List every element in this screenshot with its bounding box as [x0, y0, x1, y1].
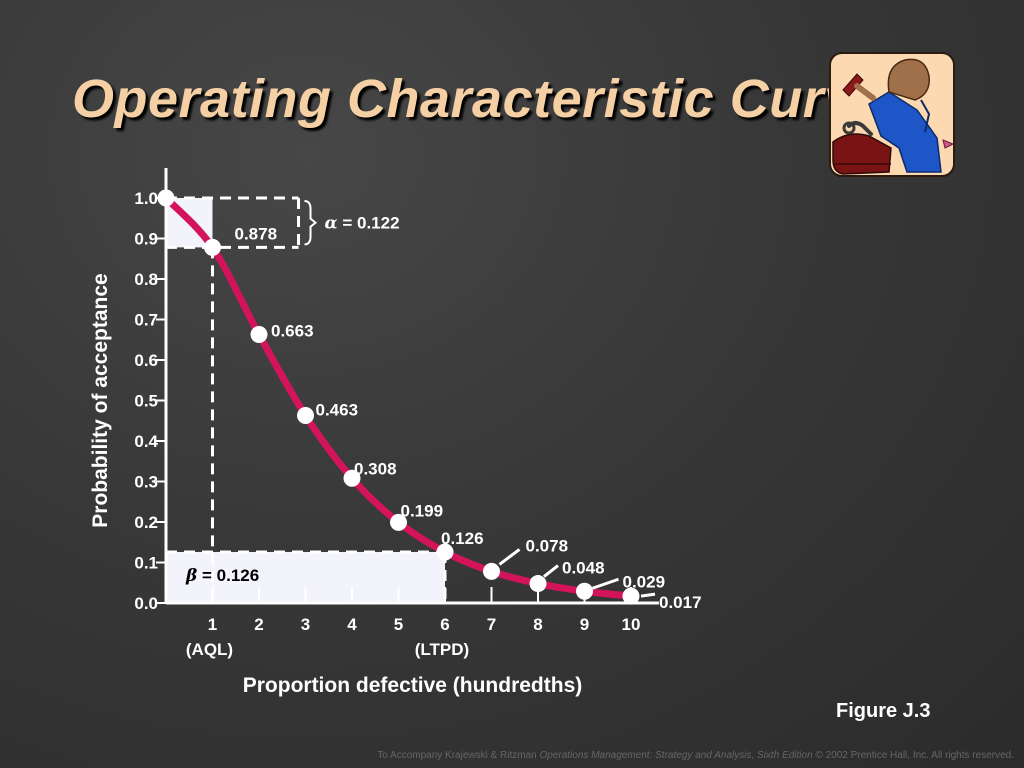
data-point — [343, 469, 361, 487]
x-tick-label: 5 — [394, 615, 403, 634]
data-point — [576, 582, 593, 600]
data-label-leader-line — [640, 592, 656, 598]
data-point — [390, 513, 407, 531]
x-tick-sublabel: (LTPD) — [415, 640, 469, 659]
x-tick-label: 9 — [580, 615, 589, 634]
data-label: 0.029 — [623, 572, 666, 591]
data-label-leader-line — [498, 548, 521, 566]
data-label-leader-line — [543, 564, 559, 578]
beta-value: = 0.126 — [197, 566, 259, 585]
y-axis-title: Probability of acceptance — [89, 273, 112, 527]
y-tick-label: 0.6 — [134, 351, 158, 370]
data-point — [250, 325, 268, 343]
x-tick-label: 4 — [347, 615, 357, 634]
y-tick-label: 0.4 — [134, 432, 158, 451]
alpha-value: = 0.122 — [338, 214, 400, 233]
y-tick-label: 0.3 — [134, 473, 158, 492]
y-tick-label: 0.5 — [134, 392, 158, 411]
y-tick-label: 0.8 — [134, 270, 158, 289]
data-label: 0.199 — [401, 501, 444, 520]
figure-label: Figure J.3 — [836, 700, 931, 722]
data-label: 0.126 — [441, 529, 484, 548]
data-point — [622, 587, 640, 605]
alpha-annotation: α = 0.122 — [325, 214, 400, 234]
footer-book-title: Operations Management: Strategy and Anal… — [539, 750, 813, 761]
copyright-footer: To Accompany Krajewski & Ritzman Operati… — [377, 750, 1014, 761]
x-tick-label: 8 — [533, 615, 542, 634]
data-point — [204, 238, 221, 256]
x-tick-label: 7 — [487, 615, 496, 634]
y-tick-label: 0.9 — [134, 230, 158, 249]
x-axis-title: Proportion defective (hundredths) — [243, 674, 583, 697]
data-point — [529, 575, 547, 593]
data-point — [297, 406, 314, 424]
x-tick-label: 2 — [254, 615, 263, 634]
data-label-leader-line — [592, 577, 619, 590]
data-label: 0.048 — [562, 559, 605, 578]
y-tick-label: 0.1 — [134, 554, 158, 573]
x-tick-sublabel: (AQL) — [186, 640, 233, 659]
beta-symbol: β — [185, 566, 197, 586]
data-label: 0.463 — [316, 400, 359, 419]
data-point — [436, 543, 454, 561]
data-label: 0.663 — [271, 321, 314, 340]
x-tick-label: 10 — [622, 615, 641, 634]
alpha-symbol: α — [325, 214, 338, 234]
alpha-brace — [304, 200, 318, 246]
worker-clipart-icon — [829, 52, 955, 177]
data-point — [483, 562, 500, 580]
footer-suffix: © 2002 Prentice Hall, Inc. All rights re… — [812, 750, 1014, 761]
x-tick-label: 1 — [208, 615, 217, 634]
x-tick-label: 3 — [301, 615, 310, 634]
footer-prefix: To Accompany Krajewski & Ritzman — [377, 750, 540, 761]
data-label: 0.308 — [354, 459, 397, 478]
data-label: 0.017 — [659, 593, 702, 612]
page-title: Operating Characteristic Curve — [72, 69, 886, 129]
y-tick-label: 0.2 — [134, 513, 158, 532]
data-label: 0.078 — [526, 536, 569, 555]
y-tick-label: 1.0 — [134, 189, 158, 208]
x-tick-label: 6 — [440, 615, 449, 634]
y-tick-label: 0.7 — [134, 311, 158, 330]
beta-annotation: β = 0.126 — [185, 566, 259, 586]
data-label: 0.878 — [235, 224, 278, 243]
data-point — [157, 189, 175, 207]
y-tick-label: 0.0 — [134, 594, 158, 613]
